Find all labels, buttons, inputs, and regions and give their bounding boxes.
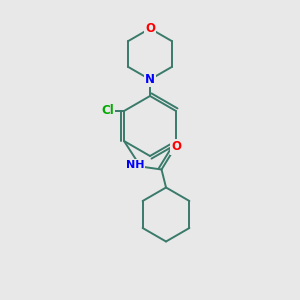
Text: Cl: Cl bbox=[101, 104, 114, 118]
Text: O: O bbox=[172, 140, 182, 154]
Text: NH: NH bbox=[126, 160, 144, 170]
Text: N: N bbox=[145, 73, 155, 86]
Text: O: O bbox=[145, 22, 155, 35]
